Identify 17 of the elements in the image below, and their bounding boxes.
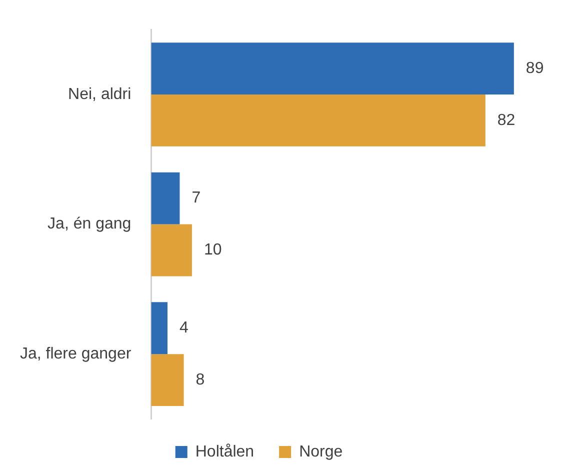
bar <box>151 94 486 146</box>
data-label: 82 <box>497 112 516 129</box>
data-label: 10 <box>204 242 222 259</box>
data-label: 7 <box>192 190 201 207</box>
data-label: 8 <box>196 371 205 388</box>
y-tick-label: Nei, aldri <box>68 86 132 103</box>
data-label: 4 <box>179 320 188 337</box>
bar <box>151 172 180 224</box>
bar <box>151 42 514 94</box>
data-label: 89 <box>526 60 544 77</box>
bar <box>151 302 168 354</box>
bar <box>151 224 192 276</box>
bar <box>151 354 184 406</box>
legend-label: Norge <box>299 443 343 460</box>
legend-label: Holtålen <box>195 443 254 460</box>
y-tick-label: Ja, flere ganger <box>20 346 132 363</box>
y-tick-label: Ja, én gang <box>48 216 132 233</box>
